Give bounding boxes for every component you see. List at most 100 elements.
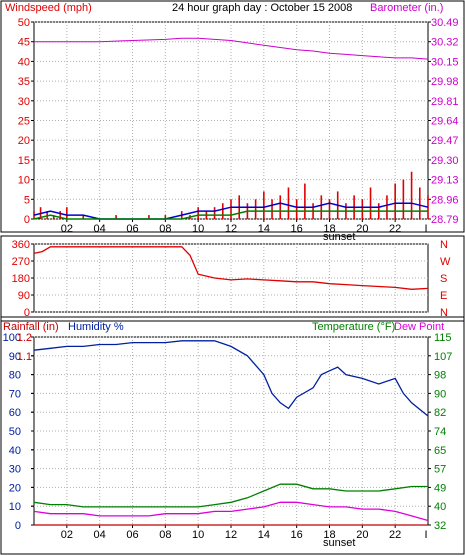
compass-direction-label: N bbox=[440, 307, 448, 319]
gust-line bbox=[33, 202, 429, 220]
windspeed-bar bbox=[410, 171, 413, 219]
temperature-tick-label: 115 bbox=[434, 332, 452, 344]
windspeed-bar bbox=[59, 211, 62, 219]
panel-1-plot-area bbox=[33, 21, 429, 220]
x-tick-label: 20 bbox=[356, 529, 368, 541]
dewpoint-line bbox=[33, 501, 429, 522]
windspeed-tick-label: 25 bbox=[18, 116, 30, 128]
panel-1-series bbox=[33, 37, 429, 220]
x-tick-label: 18 bbox=[323, 529, 335, 541]
x-tick-label: 14 bbox=[258, 529, 270, 541]
windspeed-bar bbox=[197, 207, 199, 219]
windspeed-bar bbox=[287, 187, 290, 219]
temperature-tick-label: 90 bbox=[434, 388, 446, 400]
panel-3-x-ticks: 02 04 06 08 10 12 14 16 18 20 22 I bbox=[61, 525, 428, 541]
windspeed-bar bbox=[394, 183, 396, 219]
panel-3-grid bbox=[34, 336, 428, 526]
direction-tick-label: 180 bbox=[12, 273, 30, 285]
windspeed-bar bbox=[230, 199, 232, 219]
x-tick-label: 22 bbox=[389, 223, 401, 235]
windspeed-tick-label: 20 bbox=[18, 135, 30, 147]
barometer-tick-label: 28.96 bbox=[431, 194, 459, 206]
x-tick-label: 20 bbox=[356, 223, 368, 235]
barometer-line bbox=[34, 37, 429, 60]
barometer-tick-label: 28.79 bbox=[431, 214, 459, 226]
temperature-axis-label: Temperature (°F) bbox=[312, 321, 395, 333]
rain-tick-label: 1.1 bbox=[17, 351, 32, 363]
windspeed-tick-label: 5 bbox=[24, 194, 30, 206]
panel-1-grid bbox=[34, 21, 428, 220]
temperature-tick-label: 82 bbox=[434, 407, 446, 419]
panel-1-x-ticks: 02 04 06 08 10 12 14 16 18 20 22 I bbox=[61, 219, 428, 235]
wind-direction-line bbox=[33, 246, 429, 290]
compass-direction-label: W bbox=[440, 256, 451, 268]
windspeed-tick-label: 0 bbox=[24, 214, 30, 226]
humidity-tick-label: 20 bbox=[9, 482, 21, 494]
temperature-tick-label: 98 bbox=[434, 370, 446, 382]
x-tick-label: 08 bbox=[159, 223, 171, 235]
windspeed-bar bbox=[82, 215, 85, 219]
compass-direction-label: N bbox=[440, 239, 448, 251]
barometer-tick-label: 29.81 bbox=[431, 96, 459, 108]
x-tick-label: 06 bbox=[126, 529, 138, 541]
windspeed-bar bbox=[271, 199, 273, 219]
x-tick-label: 10 bbox=[192, 223, 204, 235]
temperature-tick-label: 57 bbox=[434, 464, 446, 476]
windspeed-tick-label: 35 bbox=[18, 76, 30, 88]
barometer-axis-label: Barometer (in.) bbox=[370, 2, 443, 14]
x-tick-label: 02 bbox=[61, 529, 73, 541]
x-tick-label: 12 bbox=[225, 529, 237, 541]
windspeed-tick-label: 30 bbox=[18, 96, 30, 108]
x-tick-label: 06 bbox=[126, 223, 138, 235]
barometer-tick-label: 30.32 bbox=[431, 37, 459, 49]
windspeed-bar bbox=[148, 215, 150, 219]
windspeed-bar bbox=[52, 215, 55, 219]
humidity-tick-label: 10 bbox=[9, 501, 21, 513]
temperature-tick-label: 32 bbox=[434, 520, 446, 532]
x-tick-label: 04 bbox=[94, 223, 106, 235]
humidity-tick-label: 40 bbox=[9, 445, 21, 457]
panel-3-series bbox=[33, 340, 429, 526]
rain-tick-label: 1.2 bbox=[17, 332, 32, 344]
windspeed-tick-label: 50 bbox=[18, 17, 30, 29]
windspeed-bar bbox=[263, 191, 265, 219]
panel-1-right-ticks: 30.49 30.32 30.15 29.98 29.81 29.64 29.47 29.30… bbox=[428, 17, 459, 226]
windspeed-bar bbox=[304, 183, 306, 219]
windspeed-axis-label: Windspeed (mph) bbox=[5, 2, 92, 14]
humidity-tick-label: 0 bbox=[15, 520, 21, 532]
x-tick-label: 08 bbox=[159, 529, 171, 541]
x-tick-label: 16 bbox=[291, 529, 303, 541]
windspeed-bar bbox=[46, 211, 48, 219]
windspeed-bar bbox=[369, 187, 372, 219]
barometer-tick-label: 30.15 bbox=[431, 56, 459, 68]
temperature-tick-label: 40 bbox=[434, 501, 446, 513]
windspeed-bar bbox=[386, 195, 388, 219]
windspeed-bar bbox=[213, 207, 216, 219]
direction-tick-label: 360 bbox=[12, 239, 30, 251]
panel-2-grid bbox=[34, 243, 428, 313]
humidity-line bbox=[33, 340, 429, 417]
panel-2-series bbox=[33, 246, 429, 290]
rainfall-axis-label: Rainfall (in) bbox=[3, 321, 59, 333]
temperature-tick-label: 74 bbox=[434, 426, 446, 438]
panel-1-sunset-label: sunset bbox=[323, 231, 355, 243]
barometer-tick-label: 29.30 bbox=[431, 155, 459, 167]
humidity-tick-label: 50 bbox=[9, 426, 21, 438]
panel-2-left-ticks: 360 270 180 90 0 bbox=[12, 239, 34, 319]
x-tick-label: 02 bbox=[61, 223, 73, 235]
panel-3-sunset-label: sunset bbox=[323, 537, 355, 549]
humidity-tick-label: 80 bbox=[9, 370, 21, 382]
windspeed-bar bbox=[254, 199, 257, 219]
direction-tick-label: 270 bbox=[12, 256, 30, 268]
direction-tick-label: 90 bbox=[18, 290, 30, 302]
x-tick-label: 22 bbox=[389, 529, 401, 541]
dewpoint-axis-label: Dew Point bbox=[394, 321, 444, 333]
x-tick-end-marker: I bbox=[424, 223, 427, 235]
temperature-tick-label: 107 bbox=[434, 351, 452, 363]
compass-direction-label: S bbox=[440, 273, 447, 285]
windspeed-bar bbox=[115, 215, 117, 219]
